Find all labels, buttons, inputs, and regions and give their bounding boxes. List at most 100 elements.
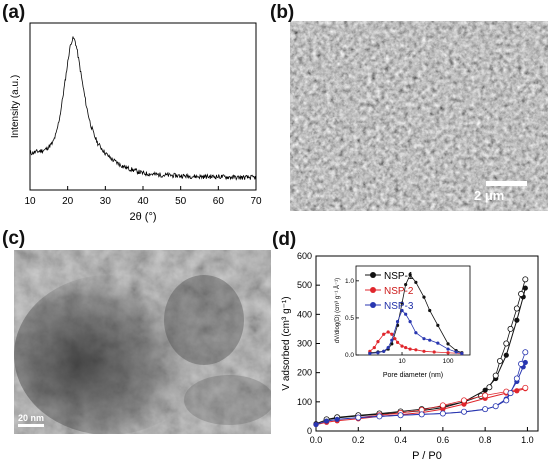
desorption-point xyxy=(492,403,499,410)
desorption-point xyxy=(522,384,529,391)
scale-bar-label-b: 2 μm xyxy=(474,188,505,203)
panel-label-a: (a) xyxy=(2,2,26,23)
inset-point xyxy=(460,351,464,356)
desorption-point xyxy=(397,408,404,415)
inset-point xyxy=(404,282,408,287)
inset-point xyxy=(422,295,426,299)
inset-point xyxy=(372,345,376,350)
inset-point xyxy=(400,308,404,313)
inset-point xyxy=(408,320,412,324)
inset-point xyxy=(393,337,397,341)
desorption-point xyxy=(460,397,467,404)
adsorption-point xyxy=(493,403,499,409)
inset-y-tick-label: 1.0 xyxy=(345,278,354,285)
inset-point xyxy=(460,351,464,356)
panel-label-c: (c) xyxy=(2,228,26,249)
inset-point xyxy=(390,342,394,346)
y-axis-label-d: V adsorbed (cm³ g⁻¹) xyxy=(281,296,292,390)
y-tick-label-d: 600 xyxy=(297,251,312,261)
adsorption-line xyxy=(315,287,526,425)
x-axis-label-d: P / P0 xyxy=(412,450,442,462)
desorption-point xyxy=(486,384,493,391)
x-tick-label-d: 1.0 xyxy=(521,435,534,445)
inset-point xyxy=(436,323,440,327)
adsorption-point xyxy=(461,399,467,405)
adsorption-point xyxy=(520,364,526,370)
desorption-point xyxy=(418,406,425,413)
inset-point xyxy=(395,340,400,344)
desorption-point xyxy=(482,406,489,413)
adsorption-point xyxy=(334,416,340,422)
inset-point xyxy=(408,273,412,277)
desorption-point xyxy=(518,360,525,367)
inset-point xyxy=(386,345,390,350)
inset-y-tick-label: 0.5 xyxy=(345,315,354,322)
desorption-point xyxy=(513,375,520,382)
inset-point xyxy=(400,344,404,348)
desorption-line xyxy=(326,279,526,420)
inset-point xyxy=(404,312,408,316)
x-tick-label-a: 20 xyxy=(62,196,74,207)
desorption-point xyxy=(522,276,529,283)
desorption-point xyxy=(439,402,446,409)
inset-point xyxy=(368,349,372,353)
inset-point xyxy=(376,351,380,355)
adsorption-point xyxy=(419,411,425,417)
adsorption-point xyxy=(514,317,520,323)
desorption-point xyxy=(355,412,362,419)
desorption-point xyxy=(355,414,362,421)
x-tick-label-d: 0.4 xyxy=(394,435,407,445)
adsorption-point xyxy=(355,413,361,419)
inset-point xyxy=(382,332,386,336)
plot-frame-a xyxy=(29,22,257,191)
scale-bar-label-c: 20 nm xyxy=(18,413,45,423)
adsorption-point xyxy=(503,352,509,358)
desorption-point xyxy=(513,305,520,312)
inset-point xyxy=(382,349,386,353)
inset-series-line xyxy=(369,274,463,354)
adsorption-point xyxy=(440,406,446,412)
adsorption-point xyxy=(520,294,526,300)
inset-y-axis-label: dV/dlog(D) (cm³ g⁻¹ Å⁻¹) xyxy=(334,278,341,343)
desorption-point xyxy=(460,398,467,405)
inset-point xyxy=(446,342,450,346)
adsorption-point xyxy=(376,411,383,417)
panel-label-d: (d) xyxy=(272,229,297,250)
inset-point xyxy=(454,348,458,353)
adsorption-point xyxy=(397,412,404,418)
desorption-point xyxy=(482,392,489,399)
desorption-point xyxy=(503,388,510,395)
desorption-point xyxy=(503,340,510,347)
adsorption-point xyxy=(419,410,425,416)
desorption-point xyxy=(507,325,514,332)
adsorption-point xyxy=(503,390,509,396)
x-tick-label-a: 70 xyxy=(250,196,262,207)
adsorption-point xyxy=(493,375,499,382)
legend-label: NSP-3 xyxy=(384,301,414,312)
adsorption-point xyxy=(334,418,340,424)
inset-point xyxy=(414,280,418,284)
adsorption-point xyxy=(522,386,528,392)
adsorption-point xyxy=(376,413,383,420)
inset-point xyxy=(376,340,380,344)
inset-point xyxy=(432,350,436,354)
inset-point xyxy=(395,323,400,327)
x-tick-label-a: 40 xyxy=(137,196,149,207)
adsorption-point xyxy=(355,416,361,422)
desorption-point xyxy=(460,408,467,415)
inset-point xyxy=(446,351,450,355)
tem-image-c xyxy=(14,250,271,434)
desorption-point xyxy=(418,411,425,418)
adsorption-point xyxy=(514,378,520,385)
inset-point xyxy=(368,351,372,356)
x-axis-label-a: 2θ (°) xyxy=(129,211,156,223)
legend-marker xyxy=(370,272,376,278)
adsorption-point xyxy=(323,419,330,425)
desorption-point xyxy=(507,390,514,397)
x-tick-label-a: 30 xyxy=(100,196,112,207)
y-tick-label-d: 500 xyxy=(297,280,312,290)
adsorption-point xyxy=(323,417,330,423)
desorption-point xyxy=(518,290,525,297)
inset-point xyxy=(436,341,440,345)
desorption-point xyxy=(376,410,383,417)
